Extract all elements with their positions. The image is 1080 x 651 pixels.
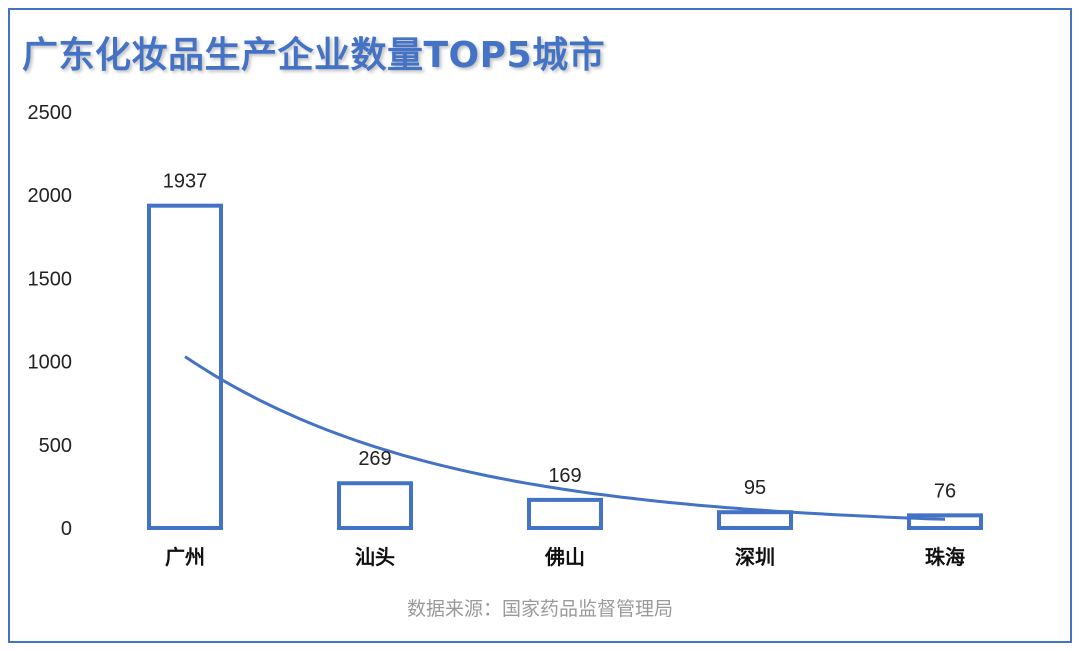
y-tick-label: 1500 [28,268,73,290]
chart-title: 广东化妆品生产企业数量TOP5城市 [22,35,606,76]
data-label: 76 [934,480,956,502]
data-label: 169 [548,465,581,487]
category-label: 佛山 [544,545,585,569]
y-tick-label: 0 [61,518,72,540]
y-tick-label: 2500 [28,102,73,124]
category-label: 深圳 [735,545,775,569]
data-source: 数据来源：国家药品监督管理局 [406,598,673,620]
category-label: 广州 [165,545,205,569]
bar [907,513,983,530]
chart-frame [8,8,1072,643]
category-label: 汕头 [355,545,395,569]
x-axis: 广州 汕头 佛山 深圳 珠海 [165,545,965,569]
bar [717,510,793,531]
data-label: 95 [744,477,766,499]
data-label: 1937 [163,171,208,193]
trendline-path [184,355,946,521]
y-tick-label: 1000 [28,352,73,374]
y-tick-label: 500 [39,435,72,457]
bar [147,203,223,530]
trendline [184,355,946,521]
bars [147,203,983,531]
data-label: 269 [358,448,391,470]
bar [527,497,603,530]
y-tick-label: 2000 [28,185,73,207]
bar [337,481,413,531]
data-labels: 1937 269 169 95 76 [163,171,956,503]
category-label: 珠海 [925,545,965,569]
y-axis: 0 500 1000 1500 2000 2500 [28,102,73,540]
